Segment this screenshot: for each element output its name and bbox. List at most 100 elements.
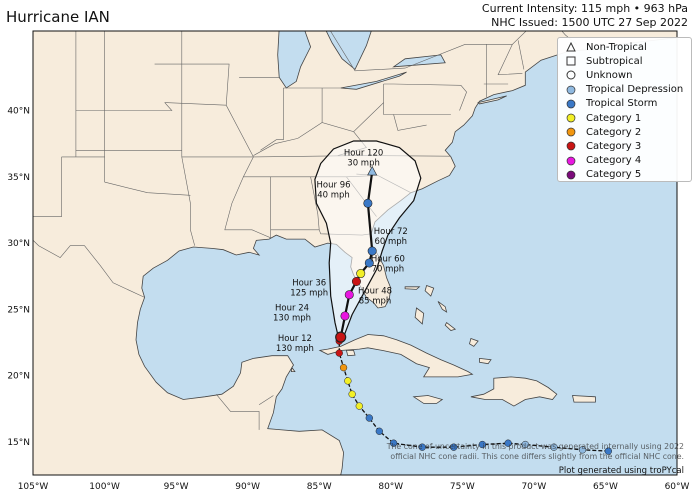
border-line xyxy=(258,395,274,406)
forecast-label: Hour 24 130 mph xyxy=(273,304,311,324)
legend-item: Category 4 xyxy=(558,154,691,168)
lake-ontario xyxy=(392,54,446,68)
border-line xyxy=(497,44,523,76)
lon-tick-label: 75°W xyxy=(450,482,475,492)
forecast-point-final xyxy=(367,165,378,176)
border-line xyxy=(517,40,525,70)
legend-label: Tropical Storm xyxy=(586,98,658,110)
square-icon xyxy=(564,56,578,66)
past-track-point xyxy=(365,414,373,422)
intensity-info: Current Intensity: 115 mph • 963 hPa NHC… xyxy=(482,2,688,30)
lon-tick-label: 60°W xyxy=(665,482,690,492)
circle-icon xyxy=(564,85,578,95)
lake-erie xyxy=(340,71,407,90)
past-track-point xyxy=(450,443,458,451)
forecast-label: Hour 120 30 mph xyxy=(344,149,383,169)
border-line xyxy=(251,176,271,239)
bahamas-abaco xyxy=(424,284,435,297)
forecast-point xyxy=(340,311,350,321)
lat-tick-label: 15°N xyxy=(7,438,30,448)
jamaica xyxy=(412,395,444,404)
legend-item: Category 1 xyxy=(558,111,691,125)
legend-label: Unknown xyxy=(586,69,633,81)
legend-item: Category 2 xyxy=(558,125,691,139)
lon-tick-label: 95°W xyxy=(164,482,189,492)
cone-of-uncertainty xyxy=(314,140,422,342)
legend-label: Category 2 xyxy=(586,126,642,138)
border-line xyxy=(154,63,230,106)
forecast-label: Hour 48 85 mph xyxy=(358,286,392,306)
past-track-point xyxy=(375,427,383,435)
legend-label: Category 4 xyxy=(586,155,642,167)
circle-icon xyxy=(564,99,578,109)
legend-item: Unknown xyxy=(558,68,691,82)
border-line xyxy=(330,31,577,72)
bahamas-exuma xyxy=(444,321,457,331)
circle-icon xyxy=(564,113,578,123)
lake-michigan xyxy=(277,31,312,89)
long-island xyxy=(477,95,507,105)
lon-tick-label: 65°W xyxy=(593,482,618,492)
legend-label: Category 5 xyxy=(586,169,642,181)
lon-tick-label: 105°W xyxy=(18,482,49,492)
puerto-rico xyxy=(571,395,596,403)
border-line xyxy=(253,122,323,156)
axis-labels: 105°W 100°W 95°W 90°W 85°W 80°W 75°W 70°W 65°W 60… xyxy=(7,107,689,492)
legend-label: Category 3 xyxy=(586,140,642,152)
plot-credit: Plot generated using troPYcal xyxy=(558,466,684,476)
border-line xyxy=(383,83,467,111)
circle-icon xyxy=(564,156,578,166)
past-track-point xyxy=(578,446,587,454)
circle-icon xyxy=(564,170,578,180)
circle-outline-icon xyxy=(564,70,578,80)
lat-tick-label: 35°N xyxy=(7,173,30,183)
lake-huron xyxy=(325,31,372,71)
border-line xyxy=(33,239,145,298)
past-track-point xyxy=(521,440,529,449)
forecast-label: Hour 72 60 mph xyxy=(374,227,408,247)
forecast-point xyxy=(367,246,377,256)
bahamas-andros xyxy=(414,307,425,325)
border-line xyxy=(260,88,284,151)
legend-item: Category 3 xyxy=(558,139,691,153)
bahamas-acklins xyxy=(469,337,479,347)
forecast-point xyxy=(335,331,347,343)
past-track-point xyxy=(418,443,426,451)
bahamas-grand xyxy=(404,286,421,290)
forecast-labels: Hour 12 130 mph Hour 24 130 mph Hour 36 125 m… xyxy=(273,149,408,355)
lon-tick-label: 85°W xyxy=(307,482,332,492)
border-line xyxy=(383,102,451,115)
forecast-label: Hour 36 125 mph xyxy=(290,278,328,298)
legend-item: Category 5 xyxy=(558,168,691,182)
legend-item: Tropical Storm xyxy=(558,97,691,111)
past-track-point xyxy=(339,363,348,372)
border-line xyxy=(75,102,173,111)
border-line xyxy=(181,31,195,246)
legend: Non-Tropical Subtropical Unknown Tropical D… xyxy=(557,37,692,182)
lat-tick-label: 25°N xyxy=(7,305,30,315)
lon-tick-label: 70°W xyxy=(521,482,546,492)
bahamas-inagua xyxy=(479,357,492,365)
lat-tick-label: 40°N xyxy=(7,107,30,117)
past-track-point xyxy=(478,440,487,449)
forecast-point xyxy=(344,290,354,300)
current-intensity: Current Intensity: 115 mph • 963 hPa xyxy=(481,2,688,15)
border-line xyxy=(104,181,191,196)
lon-tick-label: 100°W xyxy=(89,482,120,492)
issued-time: NHC Issued: 1500 UTC 27 Sep 2022 xyxy=(491,16,688,29)
past-track-point xyxy=(604,447,612,455)
yucatan-coast-island xyxy=(290,366,296,372)
legend-label: Category 1 xyxy=(586,112,642,124)
cuba xyxy=(318,334,474,378)
legend-item: Subtropical xyxy=(558,54,691,68)
circle-icon xyxy=(564,127,578,137)
past-track-point xyxy=(348,390,356,398)
storm-title: Hurricane IAN xyxy=(6,8,110,26)
forecast-label: Hour 12 130 mph xyxy=(276,334,314,354)
lat-tick-label: 20°N xyxy=(7,372,30,382)
past-track-point xyxy=(335,349,343,357)
border-line xyxy=(33,156,62,217)
lon-tick-label: 90°W xyxy=(235,482,260,492)
forecast-point xyxy=(363,198,373,208)
past-track-line xyxy=(338,341,609,452)
